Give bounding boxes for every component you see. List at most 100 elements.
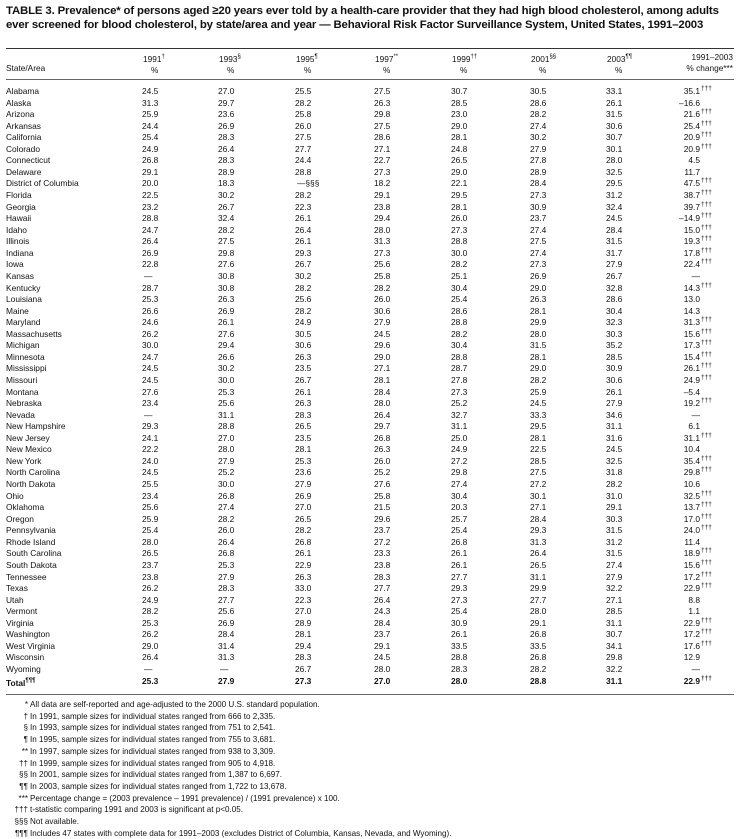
percent-change: — [691,270,700,281]
value-1995: —§§§ [297,178,320,189]
table-row: Arizona 25.9 23.6 25.8 29.8 23.0 28.2 31.5 21.6 †… [6,108,734,120]
value-1991: 25.9 [142,109,159,120]
percent-change: 24.0 [683,525,700,536]
value-2001: 27.4 [530,224,547,235]
value-2001: 29.3 [530,525,547,536]
header-year-1995: 1995¶% [296,52,326,76]
percent-change: –5.4 [683,386,700,397]
value-1997: 31.3 [374,236,391,247]
footnote: ** In 1997, sample sizes for individual s… [22,746,451,758]
value-1993: 31.3 [218,652,235,663]
change-cell: 17.6 [684,641,700,652]
header-unit: % [539,64,547,75]
table-row: Maine 26.6 26.9 28.2 30.6 28.6 28.1 30.4 14.3 [6,306,734,317]
change-cell: 20.9 [684,132,700,143]
change-cell: –5.4 [684,387,700,398]
table-row: New Jersey 24.1 27.0 23.5 26.8 25.0 28.1 31.6 31… [6,432,734,444]
value-1999: 31.1 [451,421,468,432]
top-rule [6,48,734,49]
value-1999: 27.3 [451,224,468,235]
table-row: Hawaii 28.8 32.4 26.1 29.4 26.0 23.7 24.5 –14.9 †… [6,212,734,224]
change-cell: 18.9 [684,548,700,559]
value-2003: 35.2 [606,340,623,351]
value-1995: 29.3 [295,247,312,258]
table-row: Tennessee 23.8 27.9 26.3 28.3 27.7 31.1 27.9 17.… [6,571,734,583]
value-1999: 27.7 [451,571,468,582]
value-1997: 22.7 [374,155,391,166]
change-cell: –16.6 [679,98,700,109]
significance-mark: ††† [701,281,712,289]
state-name: Ohio [6,490,24,501]
value-1999: 27.2 [451,455,468,466]
table-row: Florida 22.5 30.2 28.2 29.1 29.5 27.3 31.2 38.7 †… [6,189,734,201]
value-1991: 26.8 [142,155,159,166]
value-1991: 25.9 [142,513,159,524]
significance-mark: ††† [701,674,712,682]
value-2001: 27.1 [530,502,547,513]
value-2003: 31.2 [606,190,623,201]
change-cell: 14.3 [684,283,700,294]
value-1997: 28.0 [374,664,391,674]
table-row: Idaho 24.7 28.2 26.4 28.0 27.3 27.4 28.4 15.0 ††† [6,224,734,236]
table-row: Georgia 23.2 26.7 22.3 23.8 28.1 30.9 32.4 39.7 †… [6,201,734,213]
change-cell: 21.6 [684,109,700,120]
footnote: *** Percentage change = (2003 prevalence … [19,793,451,805]
significance-mark: ††† [701,327,712,335]
value-1997: 29.6 [374,513,391,524]
state-name: Iowa [6,259,24,270]
value-1991: 22.2 [142,444,159,455]
value-1991: — [144,409,153,420]
value-1999: 28.0 [451,675,468,686]
value-1993: 28.3 [218,583,235,594]
table-row: North Carolina 24.5 25.2 23.6 25.2 29.8 27.5 31… [6,466,734,478]
value-1991: 26.5 [142,548,159,559]
value-2001: 28.9 [530,166,547,177]
value-1995: 33.0 [295,583,312,594]
value-1991: — [144,270,153,281]
footnote: †† In 1999, sample sizes for individual s… [19,758,451,770]
value-1995: 25.6 [295,294,312,305]
state-name: Georgia [6,201,36,212]
value-2001: 28.1 [530,351,547,362]
value-1993: 23.6 [218,109,235,120]
value-2003: 30.6 [606,375,623,385]
footnote-mark: * [24,700,28,709]
value-1997: 18.2 [374,178,391,189]
percent-change: –14.9 [679,213,700,224]
value-2003: 30.4 [606,305,623,316]
value-1993: 30.2 [218,363,235,374]
change-cell: 10.6 [684,479,700,490]
percent-change: 19.3 [683,236,700,247]
value-2001: 29.5 [530,421,547,432]
significance-mark: ††† [701,85,712,92]
state-name: New Mexico [6,444,52,455]
value-1995: 30.6 [295,340,312,351]
value-1999: 30.7 [451,86,468,96]
value-1991: 29.0 [142,640,159,651]
state-name: Nevada [6,409,35,420]
value-1999: 28.2 [451,328,468,339]
value-1993: 27.9 [218,455,235,466]
value-2003: 31.7 [606,247,623,258]
change-cell: 24.9 [684,375,700,386]
significance-mark: ††† [701,512,712,520]
percent-change: 24.9 [683,375,700,385]
percent-change: 39.7 [683,201,700,212]
value-2001: 33.3 [530,409,547,420]
change-cell: 32.5 [684,491,700,502]
value-1999: 22.1 [451,178,468,189]
value-2001: 26.3 [530,294,547,305]
change-cell: –14.9 [679,213,700,224]
percent-change: 22.9 [683,675,700,686]
value-1997: 27.9 [374,317,391,328]
value-1991: 28.2 [142,606,159,617]
value-1997: 29.0 [374,351,391,362]
value-1991: 26.4 [142,652,159,663]
value-1999: 30.4 [451,490,468,501]
state-cell: Total¶¶¶ [6,676,35,689]
value-1991: 24.0 [142,455,159,466]
change-cell: 14.3 [684,306,700,317]
state-name: Minnesota [6,351,45,362]
value-2003: 32.8 [606,282,623,293]
value-1991: 26.9 [142,247,159,258]
